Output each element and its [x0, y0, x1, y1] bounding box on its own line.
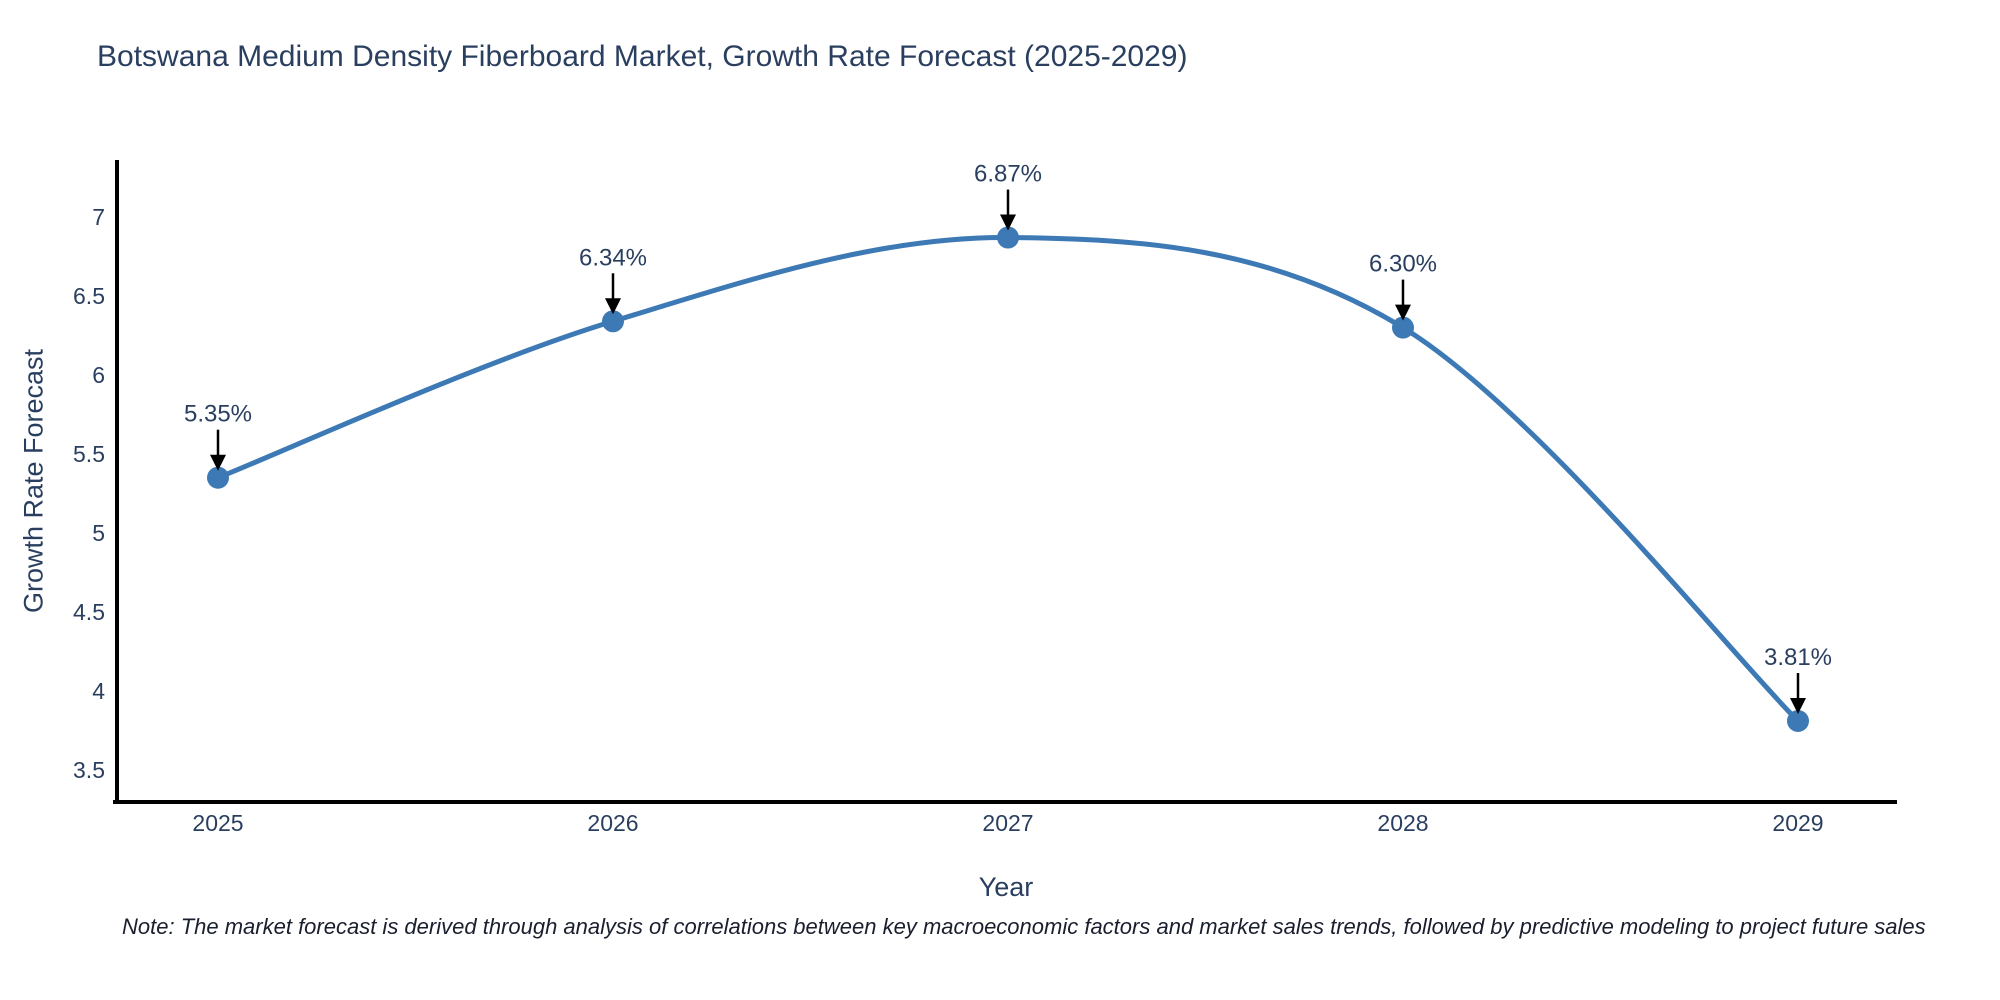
chart-footnote: Note: The market forecast is derived thr…: [122, 914, 1926, 939]
data-point-marker: [207, 466, 229, 489]
x-tick-label: 2025: [192, 810, 243, 836]
data-point-marker: [1787, 710, 1809, 733]
x-tick-label: 2029: [1772, 810, 1823, 836]
annotation-arrowhead: [1395, 304, 1411, 321]
forecast-line-series: [215, 235, 1801, 724]
y-tick-label: 5: [92, 520, 105, 546]
chart-title: Botswana Medium Density Fiberboard Marke…: [97, 40, 1188, 73]
data-point-label: 3.81%: [1764, 644, 1832, 671]
data-point-label: 6.34%: [579, 244, 647, 271]
y-tick-label: 5.5: [73, 441, 105, 467]
y-tick-label: 3.5: [73, 757, 105, 783]
x-tick-label: 2026: [587, 810, 638, 836]
y-tick-label: 4: [92, 678, 105, 704]
y-tick-label: 4.5: [73, 599, 105, 625]
y-tick-label: 7: [92, 204, 105, 230]
y-axis-title: Growth Rate Forecast: [18, 348, 49, 614]
data-point-marker: [1392, 316, 1414, 339]
y-tick-label: 6.5: [73, 283, 105, 309]
x-tick-label: 2027: [982, 810, 1033, 836]
x-tick-label: 2028: [1377, 810, 1428, 836]
y-tick-label: 6: [92, 362, 105, 388]
data-point-marker: [602, 310, 624, 333]
data-point-label: 6.87%: [974, 161, 1042, 188]
data-point-marker: [997, 226, 1019, 249]
data-point-label: 5.35%: [184, 401, 252, 428]
annotation-arrowhead: [1000, 214, 1016, 231]
annotation-arrowhead: [210, 454, 226, 471]
annotation-arrowhead: [1790, 698, 1806, 715]
x-axis-title: Year: [978, 872, 1034, 902]
data-point-label: 6.30%: [1369, 251, 1437, 278]
annotation-arrowhead: [605, 298, 621, 315]
